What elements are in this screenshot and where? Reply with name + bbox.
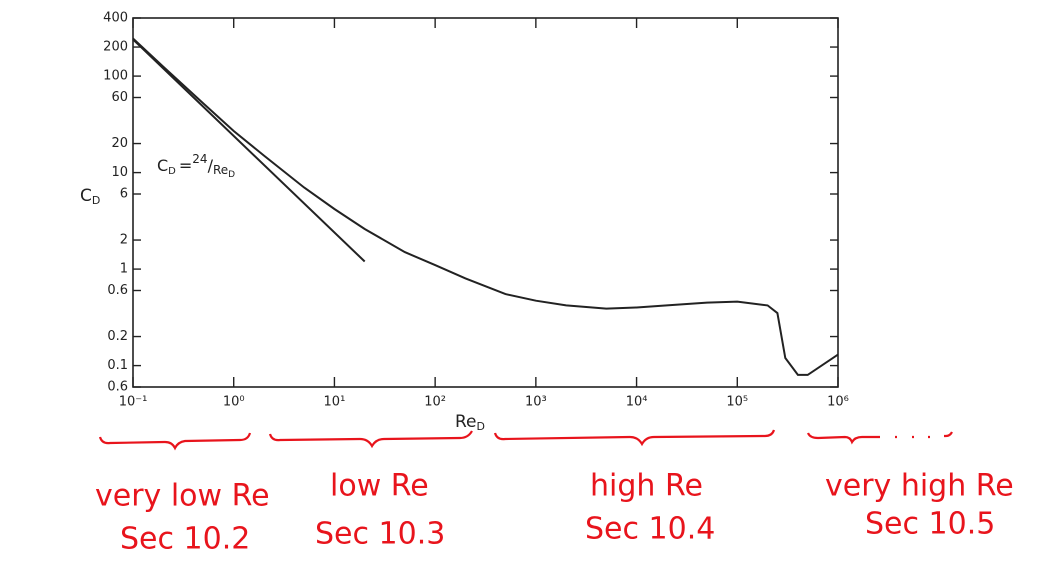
region-label: high Re: [590, 469, 703, 504]
y-tick-label: 400: [103, 11, 128, 26]
y-tick-label: 20: [111, 136, 128, 151]
x-tick-label: 10⁰: [223, 395, 245, 410]
y-tick-label: 200: [103, 40, 128, 55]
x-tick-label: 10²: [424, 395, 446, 410]
bracket: [493, 429, 776, 447]
curve: [132, 38, 366, 263]
y-tick-label: 10: [111, 165, 128, 180]
y-tick-label: 60: [111, 90, 128, 105]
y-tick-label: 100: [103, 69, 128, 84]
region-label: very high Re: [825, 469, 1014, 504]
x-tick-label: 10³: [525, 395, 547, 410]
x-tick-label: 10⁻¹: [119, 395, 148, 410]
region-label: very low Re: [95, 479, 270, 514]
y-tick-label: 0.6: [107, 380, 128, 395]
region-section: Sec 10.5: [865, 507, 995, 542]
x-tick-label: 10⁴: [626, 395, 648, 410]
y-tick-label: 0.6: [107, 283, 128, 298]
x-tick-label: 10¹: [324, 395, 346, 410]
region-section: Sec 10.4: [585, 512, 715, 547]
y-tick-label: 2: [120, 233, 128, 248]
x-tick-label: 10⁵: [726, 395, 748, 410]
brackets: [98, 429, 953, 451]
annotation: CD =24/ReD: [157, 152, 235, 180]
curve: [132, 37, 839, 376]
y-tick-label: 0.2: [107, 329, 128, 344]
y-tick-label: 6: [120, 187, 128, 202]
bracket: [268, 430, 473, 449]
bracket: [806, 432, 880, 445]
plot-frame: [132, 17, 839, 388]
y-axis-label: CD: [80, 186, 100, 207]
bracket: [98, 432, 252, 451]
region-label: low Re: [330, 469, 429, 504]
bracket-dots: [895, 431, 953, 439]
x-axis-label: ReD: [455, 412, 485, 433]
region-section: Sec 10.3: [315, 517, 445, 552]
y-tick-label: 0.1: [107, 358, 128, 373]
region-section: Sec 10.2: [120, 522, 250, 557]
y-tick-label: 1: [120, 262, 128, 277]
x-tick-label: 10⁶: [827, 395, 849, 410]
